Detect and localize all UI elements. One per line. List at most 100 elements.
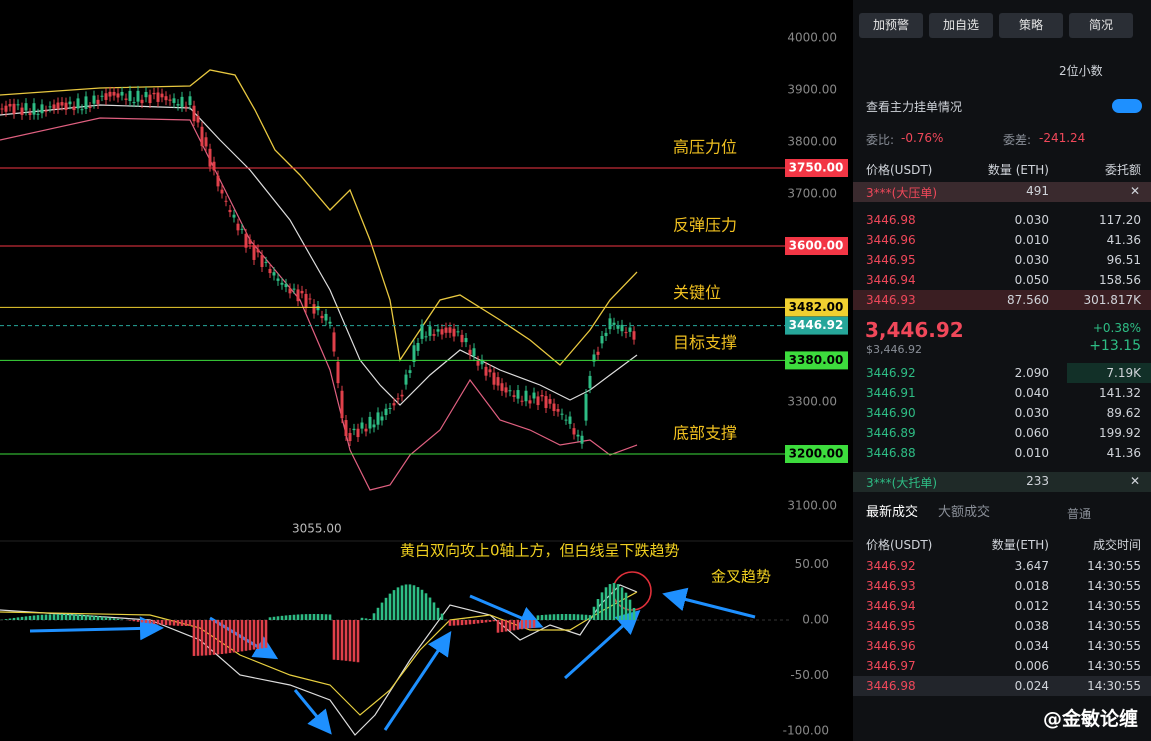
macd-bar — [556, 614, 560, 620]
candle — [492, 372, 496, 385]
normal-check[interactable]: 普通 — [1067, 507, 1092, 521]
macd-bar — [168, 620, 172, 626]
level-name: 高压力位 — [673, 138, 737, 157]
macd-bar — [368, 618, 372, 620]
current-tag — [785, 316, 848, 335]
candle — [28, 113, 32, 115]
candle — [156, 92, 160, 102]
candle — [624, 332, 628, 334]
macd-bar — [452, 620, 456, 626]
tab[interactable]: 最新成交 — [866, 505, 919, 520]
macd-bar — [432, 602, 436, 620]
candle — [36, 113, 40, 115]
button[interactable]: 策略 — [999, 13, 1063, 38]
macd-bar — [552, 614, 556, 620]
candle — [280, 282, 284, 285]
button[interactable]: 简况 — [1069, 13, 1133, 38]
macd-bar — [16, 617, 20, 620]
tab[interactable]: 大额成交 — [938, 505, 991, 520]
macd-bar — [256, 620, 260, 650]
candle — [248, 239, 252, 245]
macd-bar — [4, 619, 8, 620]
candle — [16, 104, 20, 106]
macd-bar — [156, 620, 160, 625]
macd-bar — [448, 620, 452, 626]
candle — [188, 96, 192, 106]
bid-price: 3446.90 — [866, 406, 916, 420]
arrows — [29, 587, 756, 735]
macd-bar — [228, 620, 232, 654]
bid-amount: 7.19K — [1106, 366, 1141, 380]
big-bid-qty: 233 — [1026, 474, 1049, 488]
dea-line — [0, 591, 638, 716]
candle — [268, 268, 272, 274]
price-tick: 3300.00 — [787, 395, 837, 409]
candle — [68, 101, 72, 105]
bid-qty: 0.030 — [1014, 406, 1049, 420]
button[interactable]: 加自选 — [929, 13, 993, 38]
candle — [32, 103, 36, 115]
decimals[interactable]: 2位小数 — [1059, 64, 1103, 78]
candle — [236, 223, 240, 231]
macd-bar — [60, 614, 64, 620]
candle — [4, 105, 8, 112]
macd-bar — [144, 620, 148, 623]
macd-bar — [596, 599, 600, 620]
candle — [500, 383, 504, 391]
candle — [312, 304, 316, 314]
candle — [476, 360, 480, 366]
macd-bar — [240, 620, 244, 652]
candle — [192, 105, 196, 122]
ask-qty: 0.050 — [1014, 273, 1049, 287]
price-tick: 3100.00 — [787, 499, 837, 513]
candle — [40, 104, 44, 114]
macd-bar — [296, 614, 300, 620]
ask-price: 3446.93 — [866, 293, 916, 307]
macd-bar — [544, 614, 548, 620]
bid-qty: 2.090 — [1014, 366, 1049, 380]
ask-amount: 41.36 — [1106, 233, 1141, 247]
candle — [440, 329, 444, 335]
candle — [124, 98, 128, 100]
main-orders-link[interactable]: 查看主力挂单情况 — [866, 100, 963, 114]
toggle[interactable] — [1112, 99, 1142, 113]
candle — [464, 338, 468, 343]
candle — [352, 428, 356, 431]
candle — [580, 435, 584, 444]
macd-bar — [484, 620, 488, 623]
macd-bar — [584, 614, 588, 620]
macd-bar — [316, 614, 320, 620]
macd-bar — [580, 614, 584, 620]
bid-price: 3446.88 — [866, 446, 916, 460]
bid-price: 3446.89 — [866, 426, 916, 440]
candle — [560, 413, 564, 415]
candle — [72, 106, 76, 111]
macd-bar — [200, 620, 204, 656]
upper-band — [0, 69, 638, 366]
macd-bar — [468, 620, 472, 625]
macd-bar — [628, 599, 632, 620]
candle — [176, 104, 180, 106]
macd-bar — [104, 617, 108, 620]
candle — [388, 407, 392, 410]
macd-bar — [40, 614, 44, 620]
macd-bar — [212, 620, 216, 655]
button[interactable]: 加预警 — [859, 13, 923, 38]
macd-bar — [300, 614, 304, 620]
candle — [592, 354, 596, 362]
macd-bar — [404, 584, 408, 620]
candle — [92, 95, 96, 104]
macd-bar — [100, 616, 104, 620]
macd-bar — [292, 614, 296, 620]
candle — [368, 416, 372, 429]
dif-line — [0, 584, 638, 736]
candle — [556, 409, 560, 412]
macd-bar — [560, 614, 564, 620]
current-price: 3446.92 — [789, 318, 844, 332]
macd-bar — [80, 614, 84, 620]
macd-bar — [520, 620, 524, 630]
candle — [576, 434, 580, 437]
macd-bar — [616, 584, 620, 620]
macd-bar — [324, 614, 328, 620]
candle — [132, 102, 136, 104]
